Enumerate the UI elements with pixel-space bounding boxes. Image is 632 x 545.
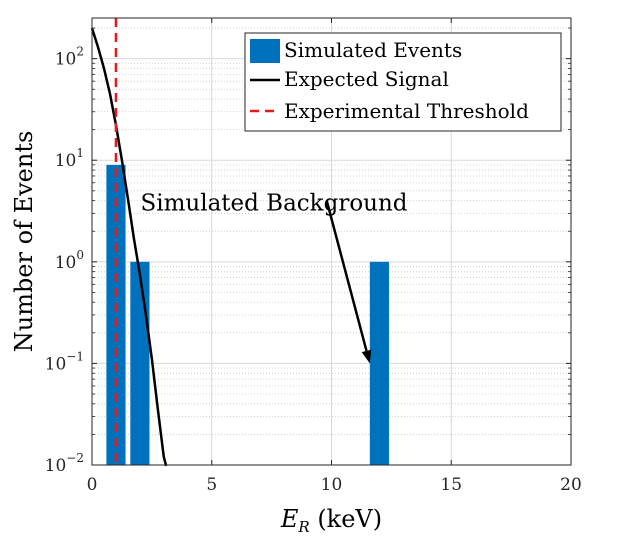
series-lines <box>90 18 168 467</box>
bar-simulated-events <box>106 164 126 465</box>
legend-label-simulated-events: Simulated Events <box>284 38 462 62</box>
y-tick-label-exponent: −2 <box>66 451 84 465</box>
y-tick-label: 10−2 <box>45 451 84 476</box>
legend-swatch-simulated-events <box>250 39 280 63</box>
x-tick-label: 0 <box>87 475 98 495</box>
x-tick-label: 15 <box>440 475 462 495</box>
annotation-arrow-line <box>325 200 368 352</box>
annotation-text: Simulated Background <box>140 190 407 216</box>
legend-box <box>244 32 562 132</box>
y-tick-label-base: 10 <box>45 456 67 476</box>
y-tick-label-exponent: −1 <box>66 349 84 363</box>
y-tick-label-base: 10 <box>55 151 77 171</box>
y-tick-label: 100 <box>55 248 84 273</box>
legend-label-expected-signal: Expected Signal <box>284 67 449 91</box>
x-axis-label-subscript: R <box>297 518 309 536</box>
y-tick-label-exponent: 1 <box>76 146 84 160</box>
annotation-arrow-head <box>361 349 372 364</box>
y-tick-label: 101 <box>55 146 84 171</box>
legend: Simulated Events Expected Signal Experim… <box>244 32 562 132</box>
y-axis-label: Number of Events <box>10 131 38 353</box>
y-tick-label: 10−1 <box>45 349 84 374</box>
x-tick-label: 10 <box>321 475 343 495</box>
legend-label-experimental-threshold: Experimental Threshold <box>284 99 529 123</box>
y-tick-label-base: 10 <box>55 253 77 273</box>
x-axis-label-symbol: E <box>280 505 299 533</box>
bar-simulated-events <box>369 261 389 465</box>
x-axis-label: ER (keV) <box>280 505 382 536</box>
line-expected-signal <box>90 27 168 467</box>
y-tick-label-exponent: 0 <box>76 248 84 262</box>
y-tick-label-exponent: 2 <box>76 45 84 59</box>
x-axis-label-units: (keV) <box>310 505 382 533</box>
annotation: Simulated Background <box>140 190 408 364</box>
bar-simulated-events <box>130 261 150 465</box>
x-tick-label: 20 <box>560 475 582 495</box>
x-tick-label: 5 <box>206 475 217 495</box>
y-tick-label: 102 <box>55 45 84 70</box>
y-tick-label-base: 10 <box>55 50 77 70</box>
y-tick-label-base: 10 <box>45 354 67 374</box>
